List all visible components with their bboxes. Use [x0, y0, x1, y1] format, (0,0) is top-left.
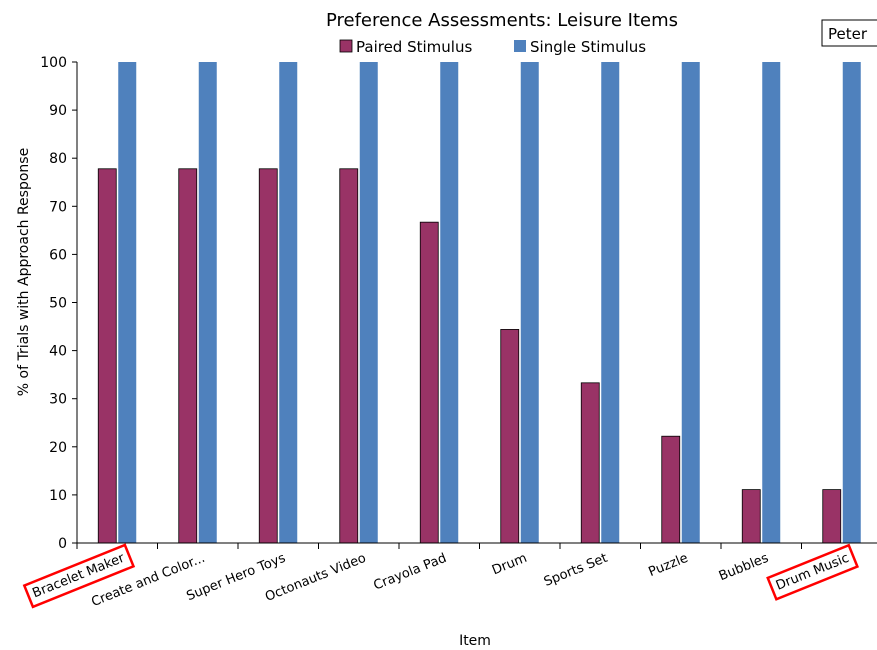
category-highlight-box [766, 543, 860, 601]
y-tick-label: 0 [58, 536, 67, 552]
legend: Paired Stimulus Single Stimulus [339, 38, 646, 56]
y-tick-label: 10 [49, 488, 67, 504]
participant-badge: Peter [821, 19, 877, 47]
y-tick-label: 30 [49, 392, 67, 408]
category-label: Puzzle [647, 551, 691, 580]
bar-single [198, 62, 217, 543]
bar-single [520, 62, 539, 543]
bar-paired [258, 168, 278, 544]
y-tick-label: 90 [49, 103, 67, 119]
bar-single [279, 62, 298, 543]
category-label: Drum [490, 551, 529, 578]
bar-paired [822, 489, 842, 544]
legend-label-paired: Paired Stimulus [356, 38, 472, 56]
y-tick-label: 50 [49, 296, 67, 312]
legend-swatch-paired [339, 39, 353, 53]
bar-paired [339, 168, 359, 544]
x-axis-label: Item [459, 633, 491, 649]
category-label: Bubbles [717, 551, 771, 584]
category-highlight-box [22, 543, 136, 609]
legend-swatch-single [514, 40, 526, 52]
y-tick-label: 70 [49, 199, 67, 215]
chart-title: Preference Assessments: Leisure Items [326, 10, 678, 31]
bar-single [118, 62, 137, 543]
bar-paired [178, 168, 198, 544]
bar-single [762, 62, 781, 543]
y-tick-label: 60 [49, 247, 67, 263]
y-tick-label: 100 [40, 55, 67, 71]
bar-single [842, 62, 861, 543]
category-label: Drum Music [774, 551, 851, 594]
y-axis-label: % of Trials with Approach Response [16, 148, 32, 396]
bar-paired [500, 329, 520, 544]
bar-single [440, 62, 459, 543]
bar-single [601, 62, 620, 543]
y-tick-label: 20 [49, 440, 67, 456]
bar-paired [741, 489, 761, 544]
y-tick-label: 80 [49, 151, 67, 167]
legend-label-single: Single Stimulus [530, 38, 646, 56]
bar-single [681, 62, 700, 543]
category-label: Crayola Pad [372, 551, 449, 594]
bar-single [359, 62, 378, 543]
participant-badge-label: Peter [828, 25, 868, 43]
bar-paired [419, 221, 439, 544]
participant-badge-box [821, 19, 877, 47]
bar-paired [661, 435, 681, 544]
category-label: Sports Set [542, 551, 610, 590]
bar-paired [580, 382, 600, 544]
bar-paired [97, 168, 117, 544]
y-tick-label: 40 [49, 344, 67, 360]
